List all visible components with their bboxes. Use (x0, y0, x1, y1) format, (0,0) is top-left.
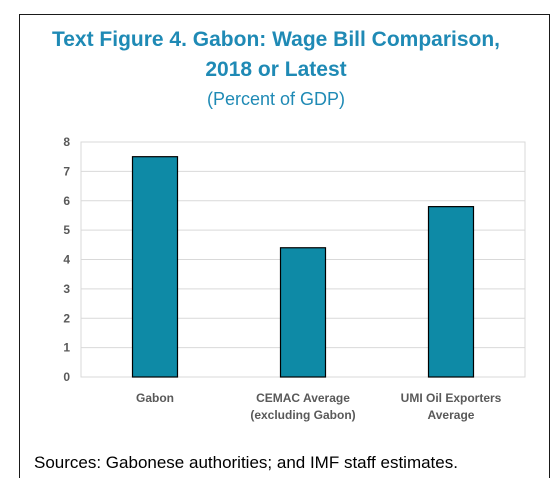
x-category-label: Average (428, 408, 475, 422)
chart-title-line2: 2018 or Latest (205, 58, 347, 81)
chart-title-line1: Text Figure 4. Gabon: Wage Bill Comparis… (51, 28, 501, 51)
bar (279, 247, 327, 378)
y-tick-label: 0 (63, 370, 70, 384)
y-tick-label: 7 (63, 164, 70, 178)
y-tick-label: 8 (63, 135, 70, 149)
source-note: Sources: Gabonese authorities; and IMF s… (34, 453, 458, 472)
y-tick-label: 2 (63, 311, 70, 325)
bar (131, 156, 179, 378)
y-tick-label: 5 (63, 223, 70, 237)
y-tick-label: 3 (63, 282, 70, 296)
y-tick-label: 4 (63, 253, 70, 267)
x-category-label: (excluding Gabon) (250, 408, 355, 422)
bar (427, 206, 475, 378)
x-category-label: UMI Oil Exporters (401, 391, 502, 405)
figure-frame (19, 14, 550, 478)
y-tick-label: 1 (63, 341, 70, 355)
x-category-label: Gabon (136, 391, 174, 405)
y-tick-label: 6 (63, 194, 70, 208)
chart-subtitle: (Percent of GDP) (206, 89, 346, 109)
x-category-label: CEMAC Average (256, 391, 350, 405)
